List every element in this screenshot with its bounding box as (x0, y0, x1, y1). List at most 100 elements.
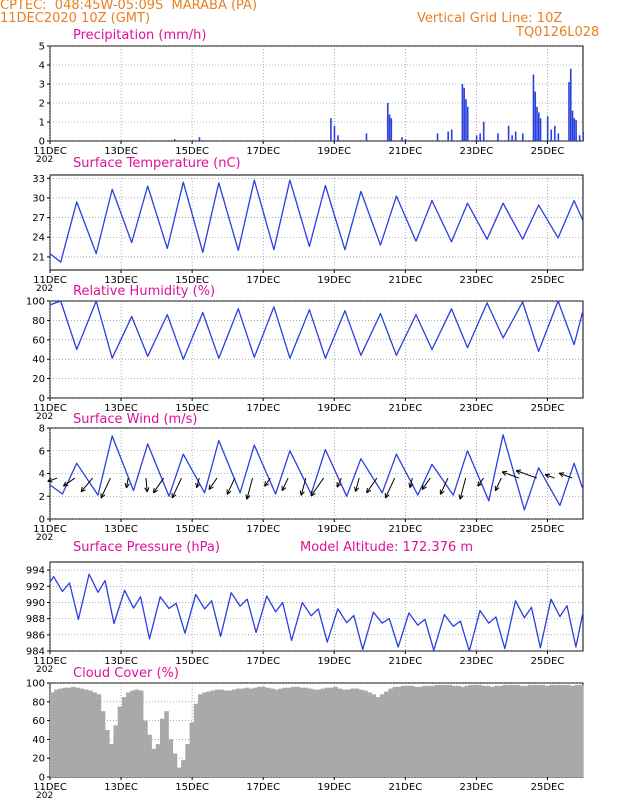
wind-arrow (366, 477, 378, 494)
cloud-bar (489, 686, 495, 777)
precip-bar (482, 122, 485, 141)
y-tick-label: 8 (39, 424, 45, 435)
x-tick-label: 23DEC (460, 524, 494, 535)
precip-bar (534, 91, 537, 141)
cloud-bar (83, 689, 89, 777)
precip-bar (447, 131, 449, 141)
cloud-bar (451, 685, 457, 777)
cloud-bar (367, 692, 372, 777)
cloud-bar (337, 688, 343, 777)
cloud-bar (274, 689, 279, 777)
y-tick-label: 24 (32, 233, 45, 244)
cloud-bar (481, 685, 487, 777)
wind-arrow (63, 477, 76, 487)
y-tick-label: 984 (26, 647, 45, 658)
cloud-bar (231, 689, 237, 777)
wind-arrow-head (558, 472, 565, 478)
y-tick-label: 2 (39, 492, 45, 503)
cloud-bar (66, 687, 72, 777)
y-tick-label: 27 (32, 213, 45, 224)
cloud-bar (578, 684, 584, 777)
cloud-bar (485, 685, 491, 777)
cloud-bar (544, 685, 550, 777)
precip-bar (582, 131, 584, 141)
precip-bar (553, 125, 556, 141)
precip-bar (330, 118, 332, 141)
y-tick-label: 0 (39, 515, 45, 526)
cloud-title: Cloud Cover (%) (73, 666, 179, 681)
y-tick-label: 0 (39, 137, 45, 148)
x-year-label: 202 (36, 791, 53, 800)
cloud-bar (506, 684, 512, 777)
x-tick-label: 21DEC (388, 656, 422, 667)
wind-arrow (125, 477, 129, 488)
x-tick-label: 17DEC (246, 146, 280, 157)
precip-bar (436, 133, 439, 141)
cloud-bar (58, 688, 64, 777)
cloud-bar (189, 722, 195, 777)
cloud-bar (130, 690, 135, 777)
x-tick-label: 25DEC (531, 403, 565, 414)
precip-bar (575, 120, 577, 141)
cloud-bar (286, 687, 292, 777)
cloud-bar (570, 685, 575, 777)
panel-frame-2 (49, 300, 584, 399)
x-tick-label: 17DEC (246, 656, 280, 667)
cloud-bar (515, 684, 520, 777)
wind-arrow-head (384, 492, 390, 499)
x-tick-label: 23DEC (460, 275, 494, 286)
y-tick-label: 3 (39, 80, 45, 91)
precip-bar (475, 135, 478, 141)
x-tick-label: 21DEC (388, 782, 422, 793)
precip-bar (532, 74, 535, 141)
precip-bar (557, 133, 560, 141)
cloud-bar (443, 684, 449, 777)
cloud-bar (549, 684, 554, 777)
cloud-bar (62, 687, 68, 777)
wind-arrow (494, 477, 502, 491)
wind-arrow-head (494, 485, 500, 492)
y-tick-label: 986 (26, 630, 45, 641)
cloud-bar (88, 690, 93, 777)
y-tick-label: 21 (32, 252, 45, 263)
precip-title: Precipitation (mm/h) (73, 28, 207, 43)
cloud-bar (240, 688, 245, 777)
wind-arrow (355, 477, 360, 492)
precip-bar (568, 82, 570, 141)
cloud-bar (92, 692, 97, 777)
cloud-bar (71, 686, 76, 777)
wind-arrow (545, 474, 555, 479)
cloud-bar (236, 688, 241, 777)
cloud-bar (574, 684, 580, 777)
cloud-bar (320, 688, 326, 777)
x-year-label: 202 (36, 412, 53, 422)
y-tick-label: 994 (26, 566, 45, 577)
cloud-bar (257, 686, 262, 777)
cloud-bar (363, 690, 368, 777)
cloud-bar (401, 685, 406, 777)
cloud-bar (439, 684, 444, 777)
wind-arrow-head (408, 482, 414, 489)
wind-line (49, 434, 584, 511)
cloud-bar (117, 706, 123, 777)
wind-arrow-head (458, 494, 464, 500)
precip-bar (569, 68, 572, 141)
humidity-line (49, 300, 584, 360)
cloud-bar (147, 734, 152, 777)
cloud-bar (265, 687, 271, 777)
precip-bar (571, 110, 574, 141)
precip-bar (521, 133, 524, 141)
cloud-bar (104, 730, 110, 777)
precip-bar (550, 129, 553, 141)
cloud-bar (269, 688, 275, 777)
wind-arrow-head (171, 492, 177, 499)
x-tick-label: 17DEC (246, 524, 280, 535)
cloud-bar (464, 685, 470, 777)
precip-bar (497, 133, 499, 141)
cloud-bar (253, 687, 258, 777)
x-tick-label: 11DEC (33, 403, 67, 414)
cloud-bar (523, 685, 529, 777)
cloud-bar (308, 688, 313, 777)
x-tick-label: 19DEC (317, 656, 351, 667)
cloud-bar (473, 684, 478, 777)
